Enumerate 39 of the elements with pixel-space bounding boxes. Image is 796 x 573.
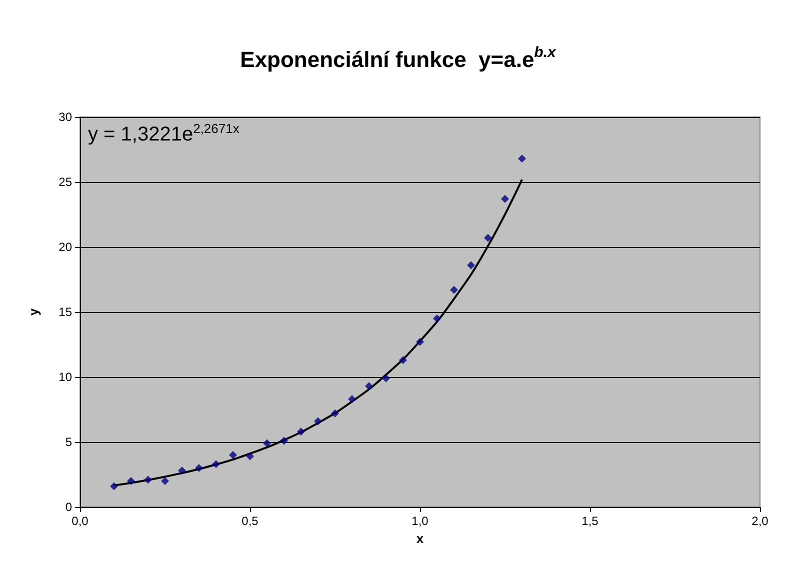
- point: [229, 451, 237, 459]
- y-tick-label: 10: [58, 370, 72, 384]
- x-axis-title: x: [416, 530, 424, 546]
- point: [450, 286, 458, 294]
- point: [297, 428, 305, 436]
- x-tick-label: 2,0: [752, 514, 769, 528]
- point: [382, 374, 390, 382]
- point: [501, 194, 509, 203]
- point: [348, 395, 356, 404]
- x-tick-label: 0,0: [72, 514, 89, 528]
- point: [331, 409, 339, 418]
- x-tick-label: 0,5: [242, 514, 259, 528]
- y-tick-label: 20: [58, 240, 72, 254]
- point: [484, 234, 492, 242]
- point: [127, 477, 135, 485]
- point: [280, 436, 288, 445]
- point: [416, 338, 424, 346]
- y-tick-label: 30: [58, 110, 72, 124]
- point: [144, 476, 152, 484]
- y-tick-label: 5: [65, 435, 72, 449]
- y-tick-label: 15: [58, 305, 72, 319]
- y-tick-label: 0: [65, 500, 72, 514]
- x-tick-label: 1,0: [412, 514, 429, 528]
- point: [314, 417, 322, 426]
- y-tick-label: 25: [58, 175, 72, 189]
- point: [467, 261, 475, 270]
- point: [161, 477, 169, 485]
- point: [195, 464, 203, 472]
- point: [263, 439, 271, 448]
- point: [110, 482, 118, 490]
- point: [212, 460, 220, 468]
- point: [433, 314, 441, 322]
- y-axis-title: y: [26, 308, 41, 316]
- point: [178, 466, 186, 475]
- point: [518, 154, 526, 163]
- point: [365, 382, 373, 390]
- point: [246, 452, 254, 460]
- x-tick-label: 1,5: [582, 514, 599, 528]
- point: [399, 356, 407, 364]
